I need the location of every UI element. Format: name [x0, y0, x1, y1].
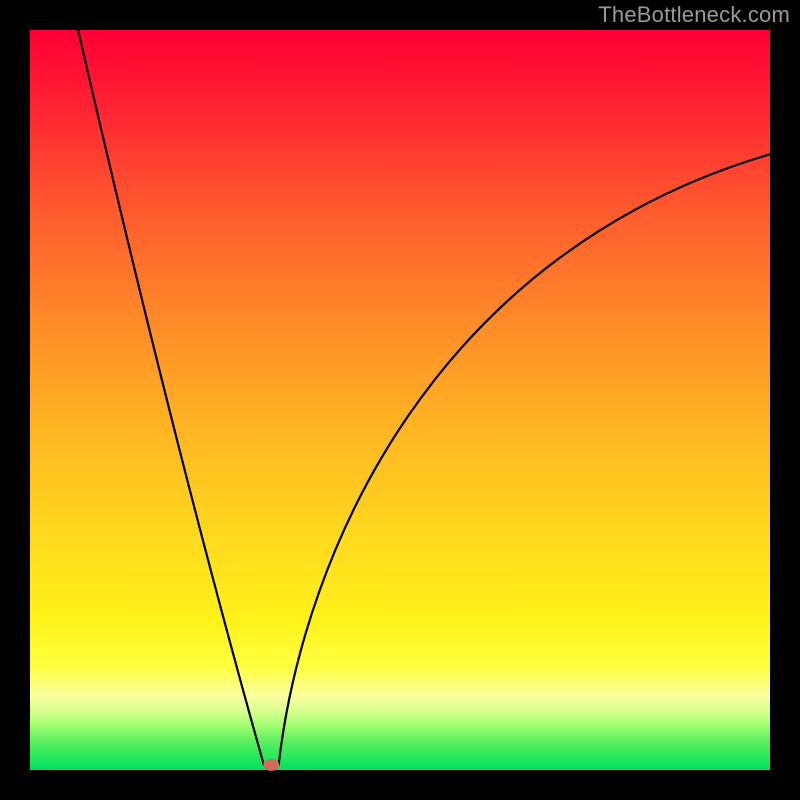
minimum-marker: [263, 759, 279, 771]
plot-background: [30, 30, 770, 770]
bottleneck-chart: [0, 0, 800, 800]
watermark-text: TheBottleneck.com: [598, 2, 790, 28]
